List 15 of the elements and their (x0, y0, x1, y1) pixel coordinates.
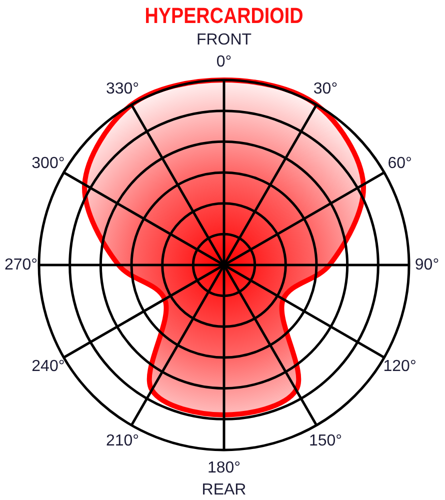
spoke-label: 30° (313, 80, 338, 98)
spoke-label: 330° (106, 80, 140, 98)
chart-title: HYPERCARDIOID (144, 4, 304, 28)
spoke-label: 180° (207, 460, 241, 476)
spoke-label: 60° (388, 155, 412, 172)
text: REAR (202, 482, 246, 498)
spoke-label: 210° (106, 432, 140, 450)
spoke-label: 240° (32, 358, 65, 375)
spoke-label: 120° (383, 358, 416, 375)
spoke-label: 270° (4, 256, 38, 274)
spoke-label: 90° (414, 256, 440, 274)
text: FRONT (196, 32, 252, 48)
spoke-label: 150° (308, 432, 342, 450)
spoke-label: 0° (216, 54, 232, 70)
spoke-label: 300° (32, 155, 65, 172)
